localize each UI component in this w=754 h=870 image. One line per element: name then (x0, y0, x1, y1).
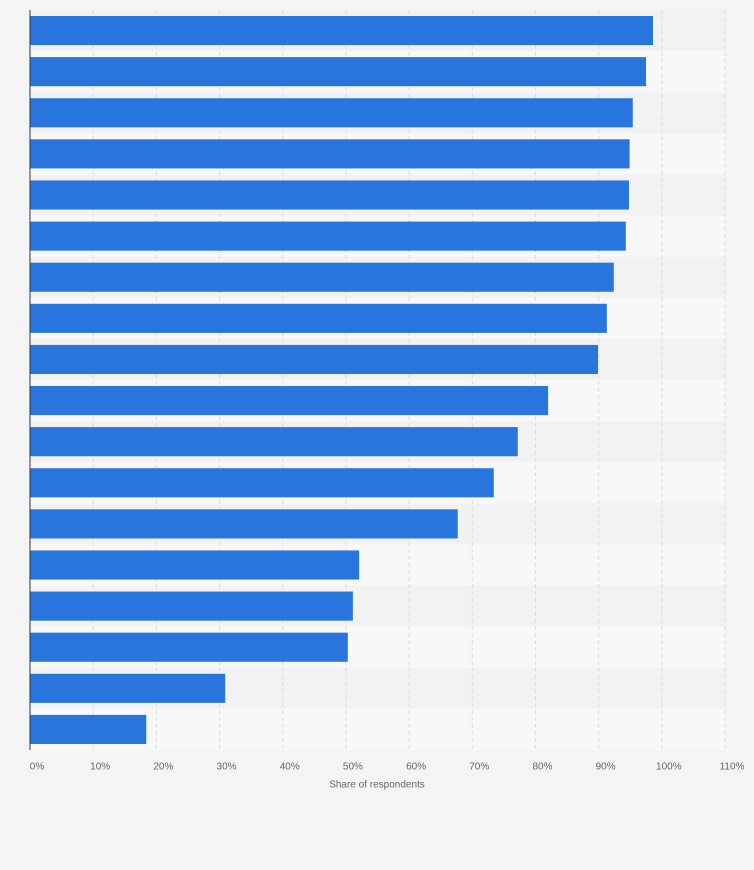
bar (30, 591, 353, 621)
bar (30, 180, 629, 210)
bar (30, 262, 614, 292)
bar (30, 714, 147, 744)
bar (30, 509, 458, 539)
bar (30, 632, 348, 662)
bar (30, 550, 360, 580)
x-tick-label: 0% (30, 762, 45, 773)
bar (30, 57, 647, 87)
x-tick-label: 50% (343, 762, 363, 773)
x-axis-label: Share of respondents (329, 780, 425, 791)
bar (30, 221, 626, 251)
x-tick-label: 10% (90, 762, 110, 773)
bar (30, 427, 518, 457)
x-tick-label: 40% (280, 762, 300, 773)
x-tick-label: 90% (596, 762, 616, 773)
x-tick-label: 100% (656, 762, 682, 773)
bar (30, 386, 549, 416)
bar (30, 16, 653, 46)
x-tick-label: 30% (217, 762, 237, 773)
x-tick-label: 110% (720, 762, 745, 773)
bar (30, 98, 633, 128)
bar (30, 303, 607, 333)
bar (30, 344, 599, 374)
x-tick-label: 20% (153, 762, 173, 773)
x-tick-label: 80% (532, 762, 552, 773)
bar (30, 468, 494, 498)
bar (30, 673, 226, 703)
x-tick-label: 70% (469, 762, 489, 773)
bar (30, 139, 630, 169)
x-tick-label: 60% (406, 762, 426, 773)
